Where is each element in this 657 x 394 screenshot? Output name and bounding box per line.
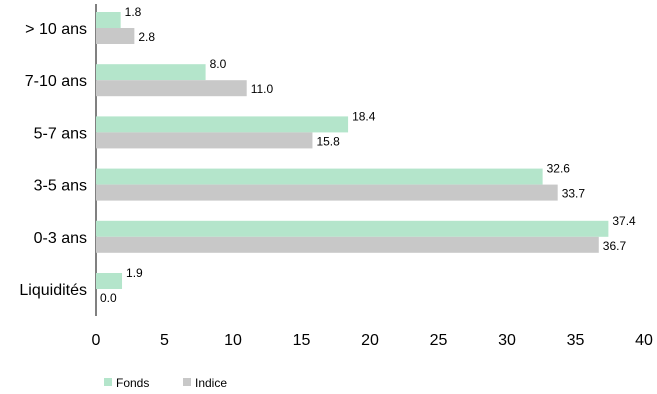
value-label-fonds-5: 1.9 (126, 266, 143, 280)
y-tick-label-4: 0-3 ans (34, 230, 87, 247)
value-label-indice-0: 2.8 (138, 30, 155, 44)
x-tick-labels: 0 5 10 15 20 25 30 35 40 (92, 332, 653, 349)
bar-indice-1 (96, 80, 247, 97)
value-label-indice-3: 33.7 (562, 187, 586, 201)
x-tick-label-2: 10 (224, 332, 242, 349)
value-labels-group: 1.8 2.8 8.0 11.0 18.4 15.8 32.6 33.7 37.4 36.7 1.9… (100, 5, 636, 305)
value-label-fonds-4: 37.4 (612, 214, 636, 228)
x-tick-label-5: 25 (430, 332, 448, 349)
bar-indice-0 (96, 28, 135, 44)
x-tick-label-3: 15 (293, 332, 311, 349)
bar-indice-4 (96, 236, 599, 253)
bar-fonds-1 (96, 64, 206, 81)
bar-fonds-3 (96, 168, 543, 185)
bar-fonds-0 (96, 12, 121, 28)
legend-swatch-indice (183, 378, 191, 386)
x-tick-label-1: 5 (160, 332, 169, 349)
legend: Fonds Indice (104, 376, 227, 390)
x-tick-label-0: 0 (92, 332, 101, 349)
y-tick-label-0: > 10 ans (25, 21, 87, 38)
value-label-indice-5: 0.0 (100, 291, 117, 305)
y-tick-label-2: 5-7 ans (34, 125, 87, 142)
bars-group (96, 12, 609, 289)
y-tick-label-3: 3-5 ans (34, 178, 87, 195)
bar-fonds-2 (96, 116, 349, 133)
value-label-indice-4: 36.7 (603, 239, 627, 253)
value-label-fonds-2: 18.4 (352, 109, 376, 123)
y-tick-label-1: 7-10 ans (25, 73, 87, 90)
bar-indice-2 (96, 132, 313, 149)
y-tick-label-5: Liquidités (19, 282, 87, 299)
x-tick-label-4: 20 (361, 332, 379, 349)
legend-label-indice: Indice (195, 376, 227, 390)
value-label-indice-1: 11.0 (251, 82, 274, 96)
legend-swatch-fonds (104, 378, 112, 386)
value-label-fonds-0: 1.8 (125, 5, 142, 19)
bar-fonds-4 (96, 220, 609, 237)
y-tick-labels: > 10 ans 7-10 ans 5-7 ans 3-5 ans 0-3 ans Liq… (19, 21, 87, 299)
value-label-indice-2: 15.8 (316, 134, 340, 148)
value-label-fonds-3: 32.6 (547, 162, 571, 176)
x-tick-label-8: 40 (635, 332, 653, 349)
legend-label-fonds: Fonds (116, 376, 149, 390)
bar-indice-3 (96, 184, 558, 201)
x-tick-label-6: 30 (498, 332, 516, 349)
value-label-fonds-1: 8.0 (210, 57, 227, 71)
bar-fonds-5 (96, 273, 123, 289)
x-tick-label-7: 35 (567, 332, 585, 349)
